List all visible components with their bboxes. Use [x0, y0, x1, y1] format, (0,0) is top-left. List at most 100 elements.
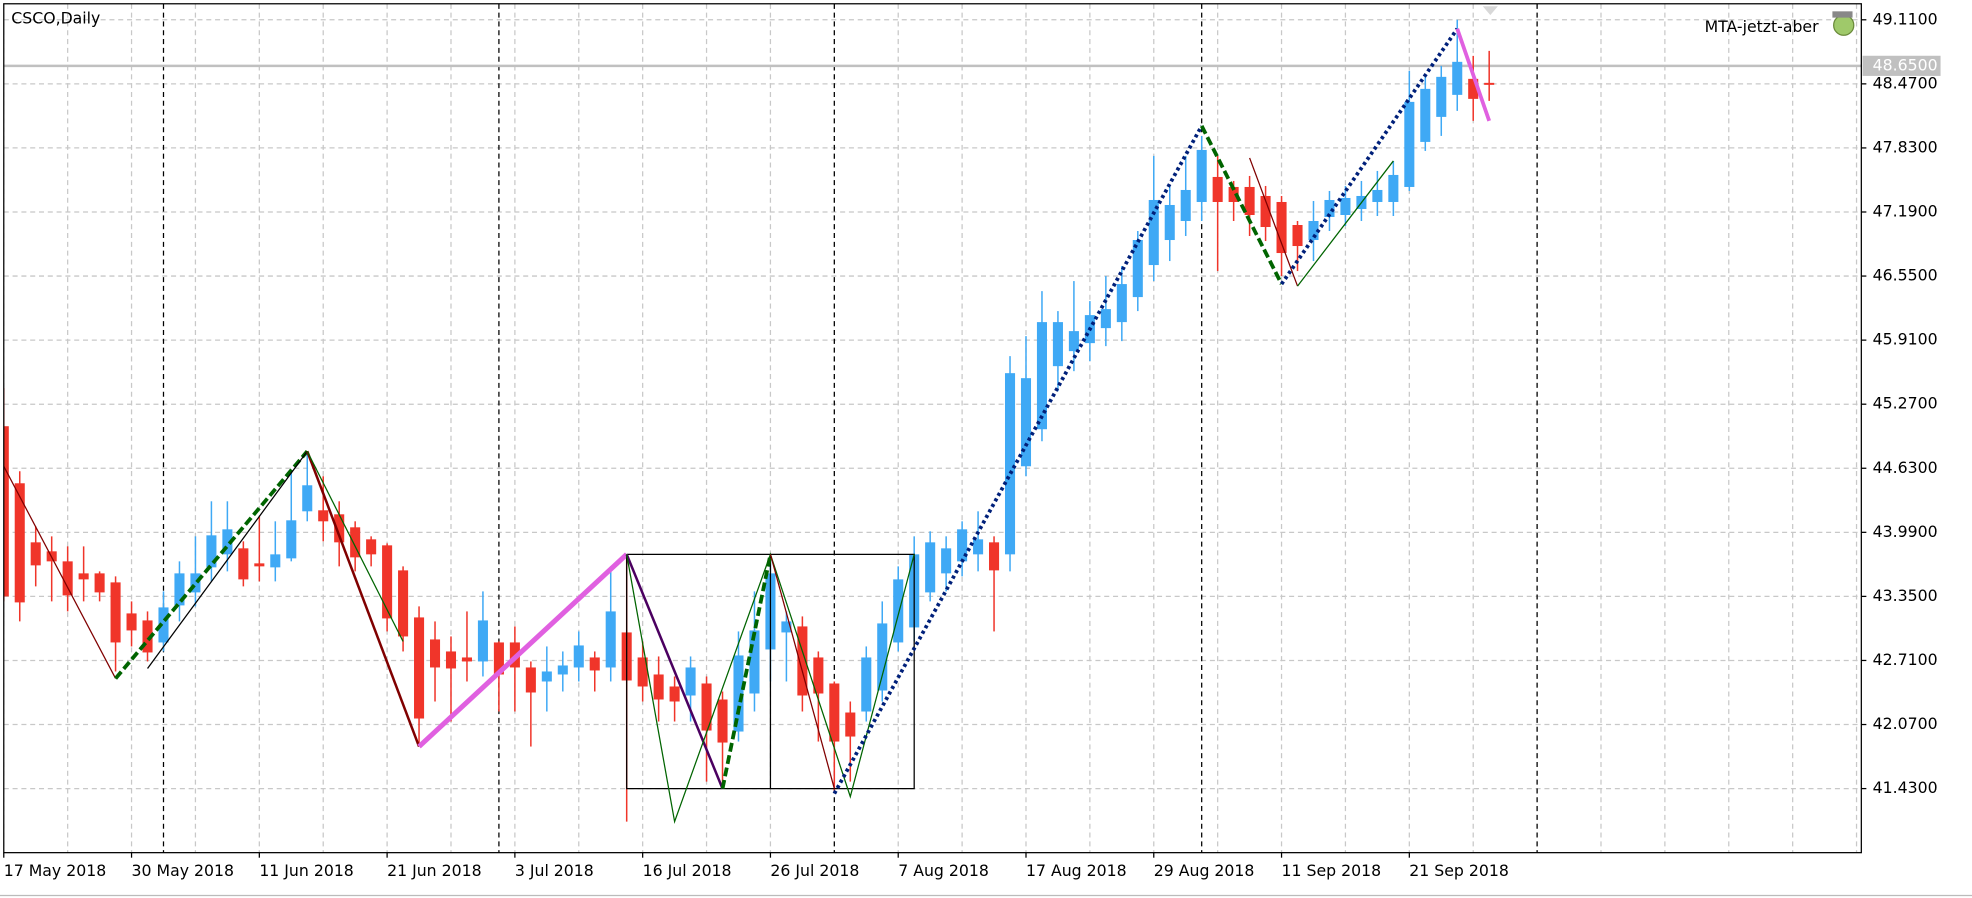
candle-body [1340, 197, 1351, 215]
candle-body [78, 573, 89, 580]
overlay-line [1279, 27, 1459, 286]
candle-body [1292, 225, 1303, 247]
candle-body [813, 657, 824, 694]
candle-body [126, 613, 137, 631]
candle-body [973, 539, 984, 555]
candle-body [1244, 186, 1255, 215]
candle-body [733, 655, 744, 732]
candle-body [1052, 322, 1063, 367]
candle-body [350, 527, 361, 558]
candle-body [3, 426, 9, 597]
plot-border [3, 3, 1862, 854]
x-tick-label: 16 Jul 2018 [643, 861, 732, 880]
y-tick-label: 41.4300 [1873, 778, 1938, 797]
overlay-line [625, 553, 724, 790]
overlay-line [306, 450, 421, 747]
overlay-line [1455, 28, 1491, 122]
candle-body [1212, 176, 1223, 202]
candle-body [1436, 76, 1447, 117]
candle-body [1420, 88, 1431, 142]
candle-body [1468, 78, 1479, 99]
candle-body [110, 582, 121, 643]
candle-body [94, 573, 105, 593]
candle-body [877, 623, 888, 691]
candle-body [414, 617, 425, 719]
candle-body [701, 683, 712, 731]
overlay-line [1297, 160, 1394, 287]
candle-body [893, 579, 904, 643]
overlay-line [147, 450, 308, 669]
y-tick-label: 48.4700 [1873, 73, 1938, 92]
candle-body [206, 535, 217, 568]
candle-body [541, 671, 552, 682]
y-tick-label: 45.9100 [1873, 330, 1938, 349]
candle-body [829, 683, 840, 742]
overlay-line [1200, 125, 1284, 285]
candle-body [573, 645, 584, 668]
candle-body [270, 554, 281, 568]
candle-body [366, 539, 377, 555]
candle-body [653, 674, 664, 700]
candle-body [334, 514, 345, 543]
candle-body [685, 667, 696, 696]
candle-body [1100, 309, 1111, 329]
candle-body [398, 570, 409, 637]
candle-body [781, 621, 792, 633]
candle-body [142, 620, 153, 653]
candle-body [861, 657, 872, 712]
candle-body [669, 686, 680, 702]
candle-body [1020, 378, 1032, 467]
x-tick-label: 29 Aug 2018 [1154, 861, 1255, 880]
candle-body [302, 485, 313, 512]
candle-body [1228, 186, 1239, 202]
overlay-line [306, 450, 404, 642]
candle-body [158, 607, 169, 643]
candle-body [238, 548, 249, 580]
candle-body [989, 542, 1000, 571]
y-tick-label: 42.0700 [1873, 714, 1938, 733]
candle-body [286, 520, 297, 559]
y-tick-label: 49.1100 [1873, 9, 1938, 28]
candle-body [1372, 189, 1383, 202]
overlay-line [3, 465, 117, 679]
candle-body [477, 620, 488, 662]
x-tick-label: 21 Sep 2018 [1409, 861, 1509, 880]
marks [3, 19, 1495, 825]
candle-body [797, 626, 808, 696]
overlay-line [770, 553, 915, 790]
candle-body [941, 548, 952, 574]
x-tick-label: 11 Jun 2018 [259, 861, 353, 880]
y-tick-label: 43.3500 [1873, 586, 1938, 605]
candle-body [749, 630, 760, 694]
candle-body [957, 529, 968, 562]
candle-body [925, 542, 936, 593]
x-tick-label: 26 Jul 2018 [770, 861, 859, 880]
candle-body [14, 483, 25, 603]
x-tick-label: 30 May 2018 [132, 861, 234, 880]
overlay-line [114, 450, 309, 680]
candle-body [1180, 189, 1191, 222]
candle-body [461, 657, 472, 662]
x-tick-label: 17 Aug 2018 [1026, 861, 1127, 880]
candle-body [637, 657, 648, 687]
candle-body [445, 651, 457, 669]
candle-body [1196, 149, 1207, 202]
candle-body [30, 542, 41, 566]
candle-body [1404, 101, 1415, 187]
x-tick-label: 3 Jul 2018 [515, 861, 594, 880]
candle-body [1164, 204, 1175, 241]
overlay-line [1249, 157, 1299, 287]
candle-body [174, 573, 185, 606]
candle-body [429, 639, 441, 668]
grid [3, 3, 1862, 853]
x-tick-label: 21 Jun 2018 [387, 861, 481, 880]
y-tick-label: 44.6300 [1873, 458, 1938, 477]
candle-body [1036, 322, 1047, 430]
y-tick-label: 47.1900 [1873, 201, 1938, 220]
candle-body [1132, 240, 1143, 298]
shift-marker [1482, 6, 1498, 16]
candle-body [1308, 221, 1319, 241]
candle-body [1484, 82, 1495, 85]
